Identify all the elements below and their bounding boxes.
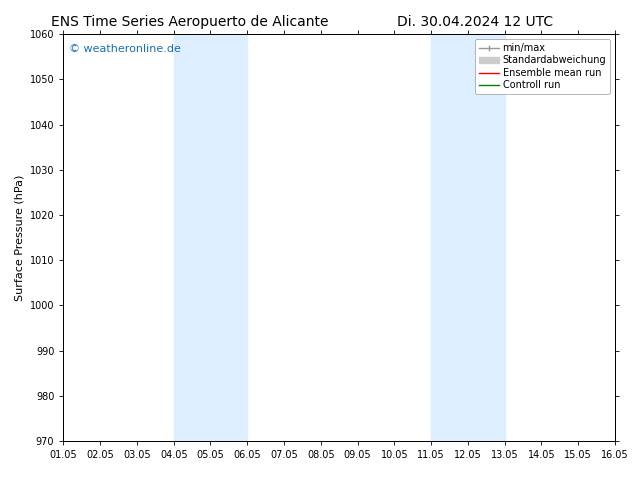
- Bar: [431, 34, 505, 441]
- Y-axis label: Surface Pressure (hPa): Surface Pressure (hPa): [14, 174, 24, 301]
- Bar: [174, 34, 247, 441]
- Text: ENS Time Series Aeropuerto de Alicante: ENS Time Series Aeropuerto de Alicante: [51, 15, 329, 29]
- Text: Di. 30.04.2024 12 UTC: Di. 30.04.2024 12 UTC: [398, 15, 553, 29]
- Legend: min/max, Standardabweichung, Ensemble mean run, Controll run: min/max, Standardabweichung, Ensemble me…: [476, 39, 610, 94]
- Text: © weatheronline.de: © weatheronline.de: [69, 45, 181, 54]
